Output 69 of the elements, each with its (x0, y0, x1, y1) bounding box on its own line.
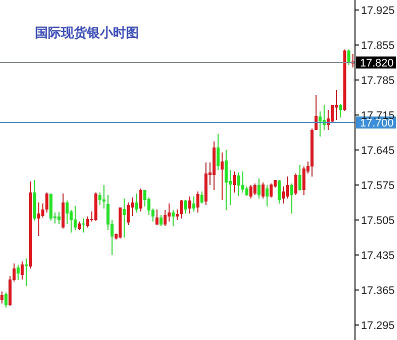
candlestick (262, 182, 265, 199)
text: 国际现货银小时图 (35, 25, 139, 42)
candlestick (249, 184, 252, 199)
candlestick (168, 203, 171, 222)
candlestick (302, 166, 306, 196)
candlestick (286, 176, 290, 199)
candlestick (20, 261, 24, 280)
y-tick-label: 17.645 (361, 144, 395, 157)
candlestick (278, 180, 281, 204)
candlestick (266, 184, 269, 207)
y-tick-label: 17.575 (361, 180, 395, 192)
y-tick-label: 17.365 (361, 284, 395, 297)
candlestick (241, 171, 244, 193)
candlestick (160, 214, 163, 226)
y-tick-label: 17.295 (361, 320, 395, 332)
y-tick-label: 17.505 (361, 214, 395, 227)
candlestick (143, 190, 146, 207)
candlestick (45, 192, 48, 213)
candlestick (192, 196, 196, 212)
candlestick (200, 191, 204, 204)
candlestick (122, 198, 126, 238)
y-tick-label: 17.435 (361, 250, 395, 262)
candlestick (164, 210, 167, 226)
y-tick-label: 17.855 (361, 40, 395, 52)
candlestick (16, 264, 20, 280)
candlestick (335, 90, 338, 120)
candlestick (270, 183, 273, 198)
candlestick (318, 111, 322, 137)
candlestick (298, 164, 302, 191)
candlestick (188, 196, 192, 214)
candlestick (0, 291, 4, 304)
candlestick (237, 172, 240, 196)
candlestick (330, 104, 334, 123)
candlestick (155, 209, 158, 226)
candlestick (24, 258, 28, 286)
candlestick (74, 206, 77, 230)
candlestick (37, 202, 40, 236)
candlestick (86, 216, 90, 228)
candlestick (216, 134, 220, 170)
candlestick (294, 173, 298, 196)
candlestick (172, 210, 175, 226)
candlestick (282, 186, 285, 204)
candlestick (176, 209, 179, 220)
candlestick (253, 183, 256, 196)
candlestick (66, 200, 69, 224)
candlestick (139, 188, 142, 212)
candlestick (98, 192, 102, 206)
candlestick (257, 178, 260, 199)
candlestick (82, 218, 86, 233)
y-tick-label: 17.925 (361, 4, 395, 17)
candlestick (196, 191, 200, 213)
candlestick (58, 212, 61, 224)
y-tick-label: 17.785 (361, 74, 395, 87)
candlestick (347, 49, 350, 66)
candlestick (180, 200, 183, 219)
candlestick (224, 150, 228, 210)
candlestick (41, 203, 44, 218)
candlestick (220, 152, 224, 200)
candlestick (4, 292, 8, 308)
candlestick (135, 193, 138, 213)
candlestick (314, 94, 318, 130)
candlestick (126, 202, 130, 226)
candlestick (184, 200, 188, 214)
candlestick (245, 186, 248, 196)
candlestick (290, 183, 294, 214)
candlestick (339, 104, 342, 118)
candlestick (232, 171, 236, 193)
ref-line-label: 17.820 (360, 58, 394, 70)
candlestick (102, 184, 106, 209)
